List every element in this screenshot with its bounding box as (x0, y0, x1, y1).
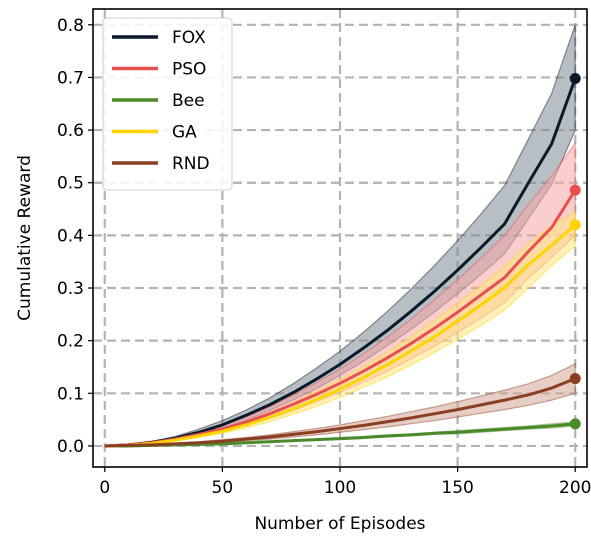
y-tick-label: 0.5 (57, 174, 84, 194)
x-axis-ticks: 0 50 100 150 200 (99, 467, 591, 498)
y-axis-label: Cumulative Reward (15, 155, 35, 321)
fox-end-point (569, 72, 581, 84)
pso-end-point (569, 184, 581, 196)
series-lines (104, 77, 577, 448)
legend-label-bee: Bee (172, 91, 205, 111)
legend-label-pso: PSO (172, 60, 206, 80)
y-tick-label: 0.0 (57, 437, 84, 457)
legend-label-rnd: RND (172, 154, 210, 174)
y-tick-label: 0.6 (57, 121, 84, 141)
x-axis-label: Number of Episodes (254, 514, 425, 534)
legend: FOX PSO Bee GA RND (102, 17, 233, 191)
legend-label-fox: FOX (172, 28, 206, 48)
y-tick-label: 0.4 (57, 226, 84, 246)
end-markers (569, 72, 581, 430)
ga-end-point (569, 219, 581, 231)
x-tick-label: 150 (441, 478, 473, 498)
rnd-line (104, 377, 576, 448)
rnd-end-point (569, 373, 581, 385)
y-tick-label: 0.7 (57, 68, 84, 88)
legend-label-ga: GA (172, 123, 197, 143)
y-axis-ticks: 0.0 0.1 0.2 0.3 0.4 0.5 0.6 0.7 0.8 (57, 16, 93, 457)
x-tick-label: 50 (212, 478, 234, 498)
y-tick-label: 0.1 (57, 384, 84, 404)
y-tick-label: 0.3 (57, 279, 84, 299)
x-tick-label: 0 (99, 478, 110, 498)
ga-line (104, 223, 577, 448)
legend-box (102, 17, 233, 191)
x-tick-label: 200 (559, 478, 591, 498)
bee-end-point (569, 418, 581, 430)
x-tick-label: 100 (324, 478, 356, 498)
y-tick-label: 0.8 (57, 16, 84, 36)
y-tick-label: 0.2 (57, 332, 84, 352)
